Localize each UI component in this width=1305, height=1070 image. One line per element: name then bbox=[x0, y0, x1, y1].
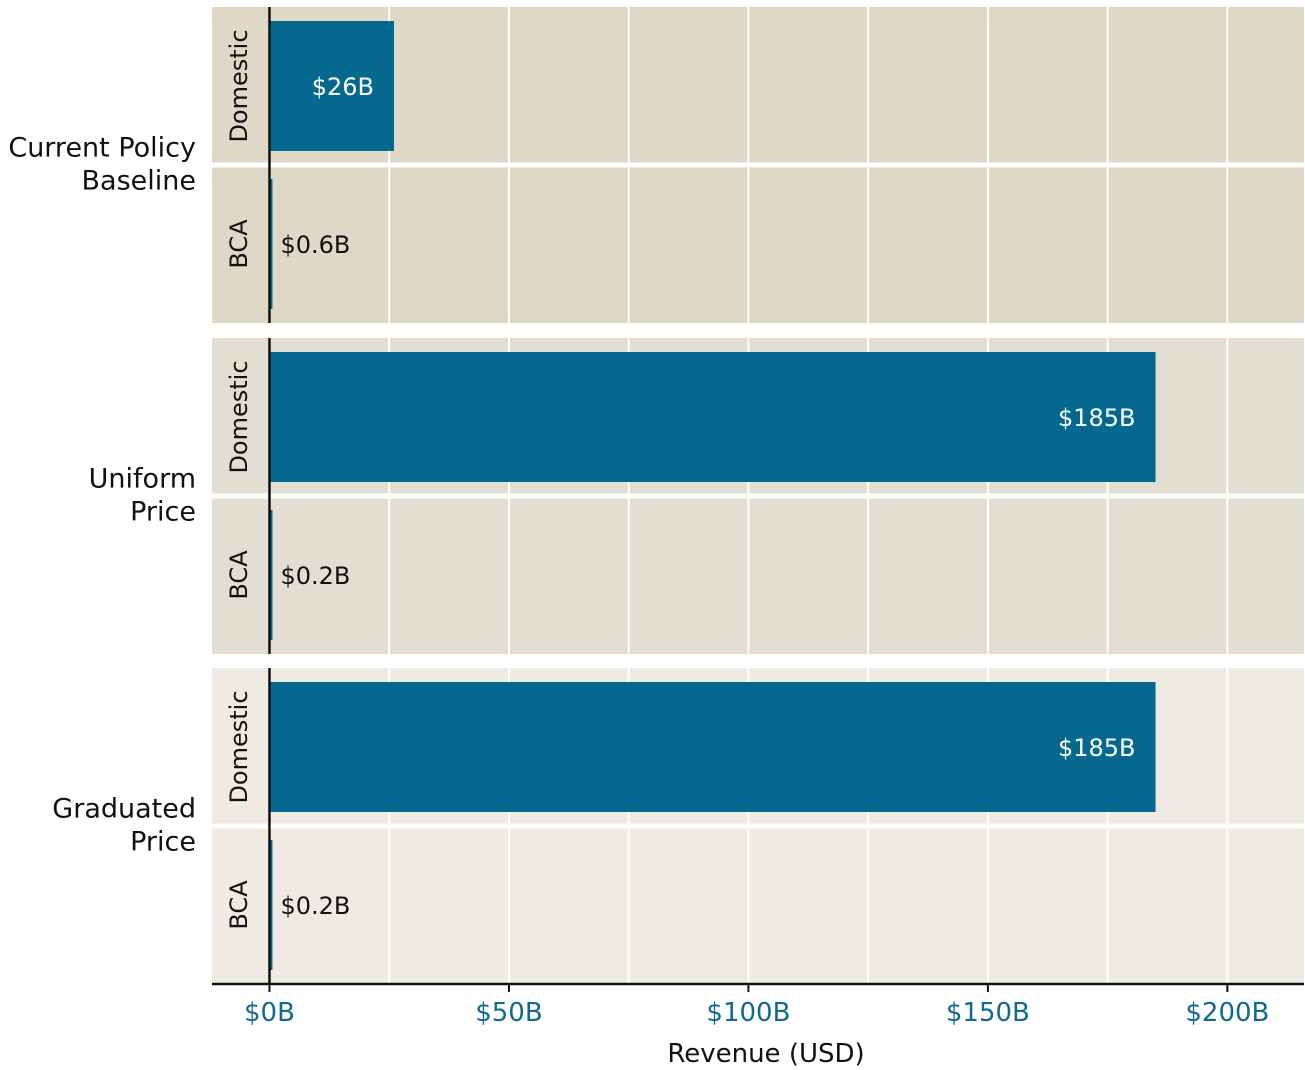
group-label: Baseline bbox=[82, 166, 196, 197]
x-tick-label: $100B bbox=[706, 998, 790, 1028]
category-label-bca: BCA bbox=[225, 550, 253, 600]
x-axis-title: Revenue (USD) bbox=[667, 1039, 864, 1069]
x-tick-label: $50B bbox=[475, 998, 542, 1028]
value-label: $185B bbox=[1058, 734, 1136, 762]
x-tick-label: $0B bbox=[244, 998, 295, 1028]
category-label-domestic: Domestic bbox=[225, 690, 253, 803]
bar-domestic bbox=[269, 21, 394, 151]
x-tick-label: $200B bbox=[1185, 998, 1269, 1028]
category-label-domestic: Domestic bbox=[225, 29, 253, 142]
value-label: $0.2B bbox=[280, 892, 350, 920]
x-tick-label: $150B bbox=[946, 998, 1030, 1028]
group-label: Uniform bbox=[89, 464, 196, 495]
value-label: $26B bbox=[312, 73, 374, 101]
bar-bca bbox=[269, 840, 273, 970]
group-label: Graduated bbox=[52, 794, 196, 825]
group-label: Current Policy bbox=[8, 133, 196, 164]
value-label: $185B bbox=[1058, 404, 1136, 432]
category-label-bca: BCA bbox=[225, 880, 253, 930]
category-label-bca: BCA bbox=[225, 219, 253, 269]
bar-bca bbox=[269, 510, 273, 640]
bar-domestic bbox=[269, 352, 1156, 482]
group-label: Price bbox=[130, 497, 196, 528]
group-label: Price bbox=[130, 827, 196, 858]
category-label-domestic: Domestic bbox=[225, 360, 253, 473]
bar-domestic bbox=[269, 682, 1156, 812]
value-label: $0.2B bbox=[280, 562, 350, 590]
bar-bca bbox=[269, 179, 273, 309]
value-label: $0.6B bbox=[280, 231, 350, 259]
